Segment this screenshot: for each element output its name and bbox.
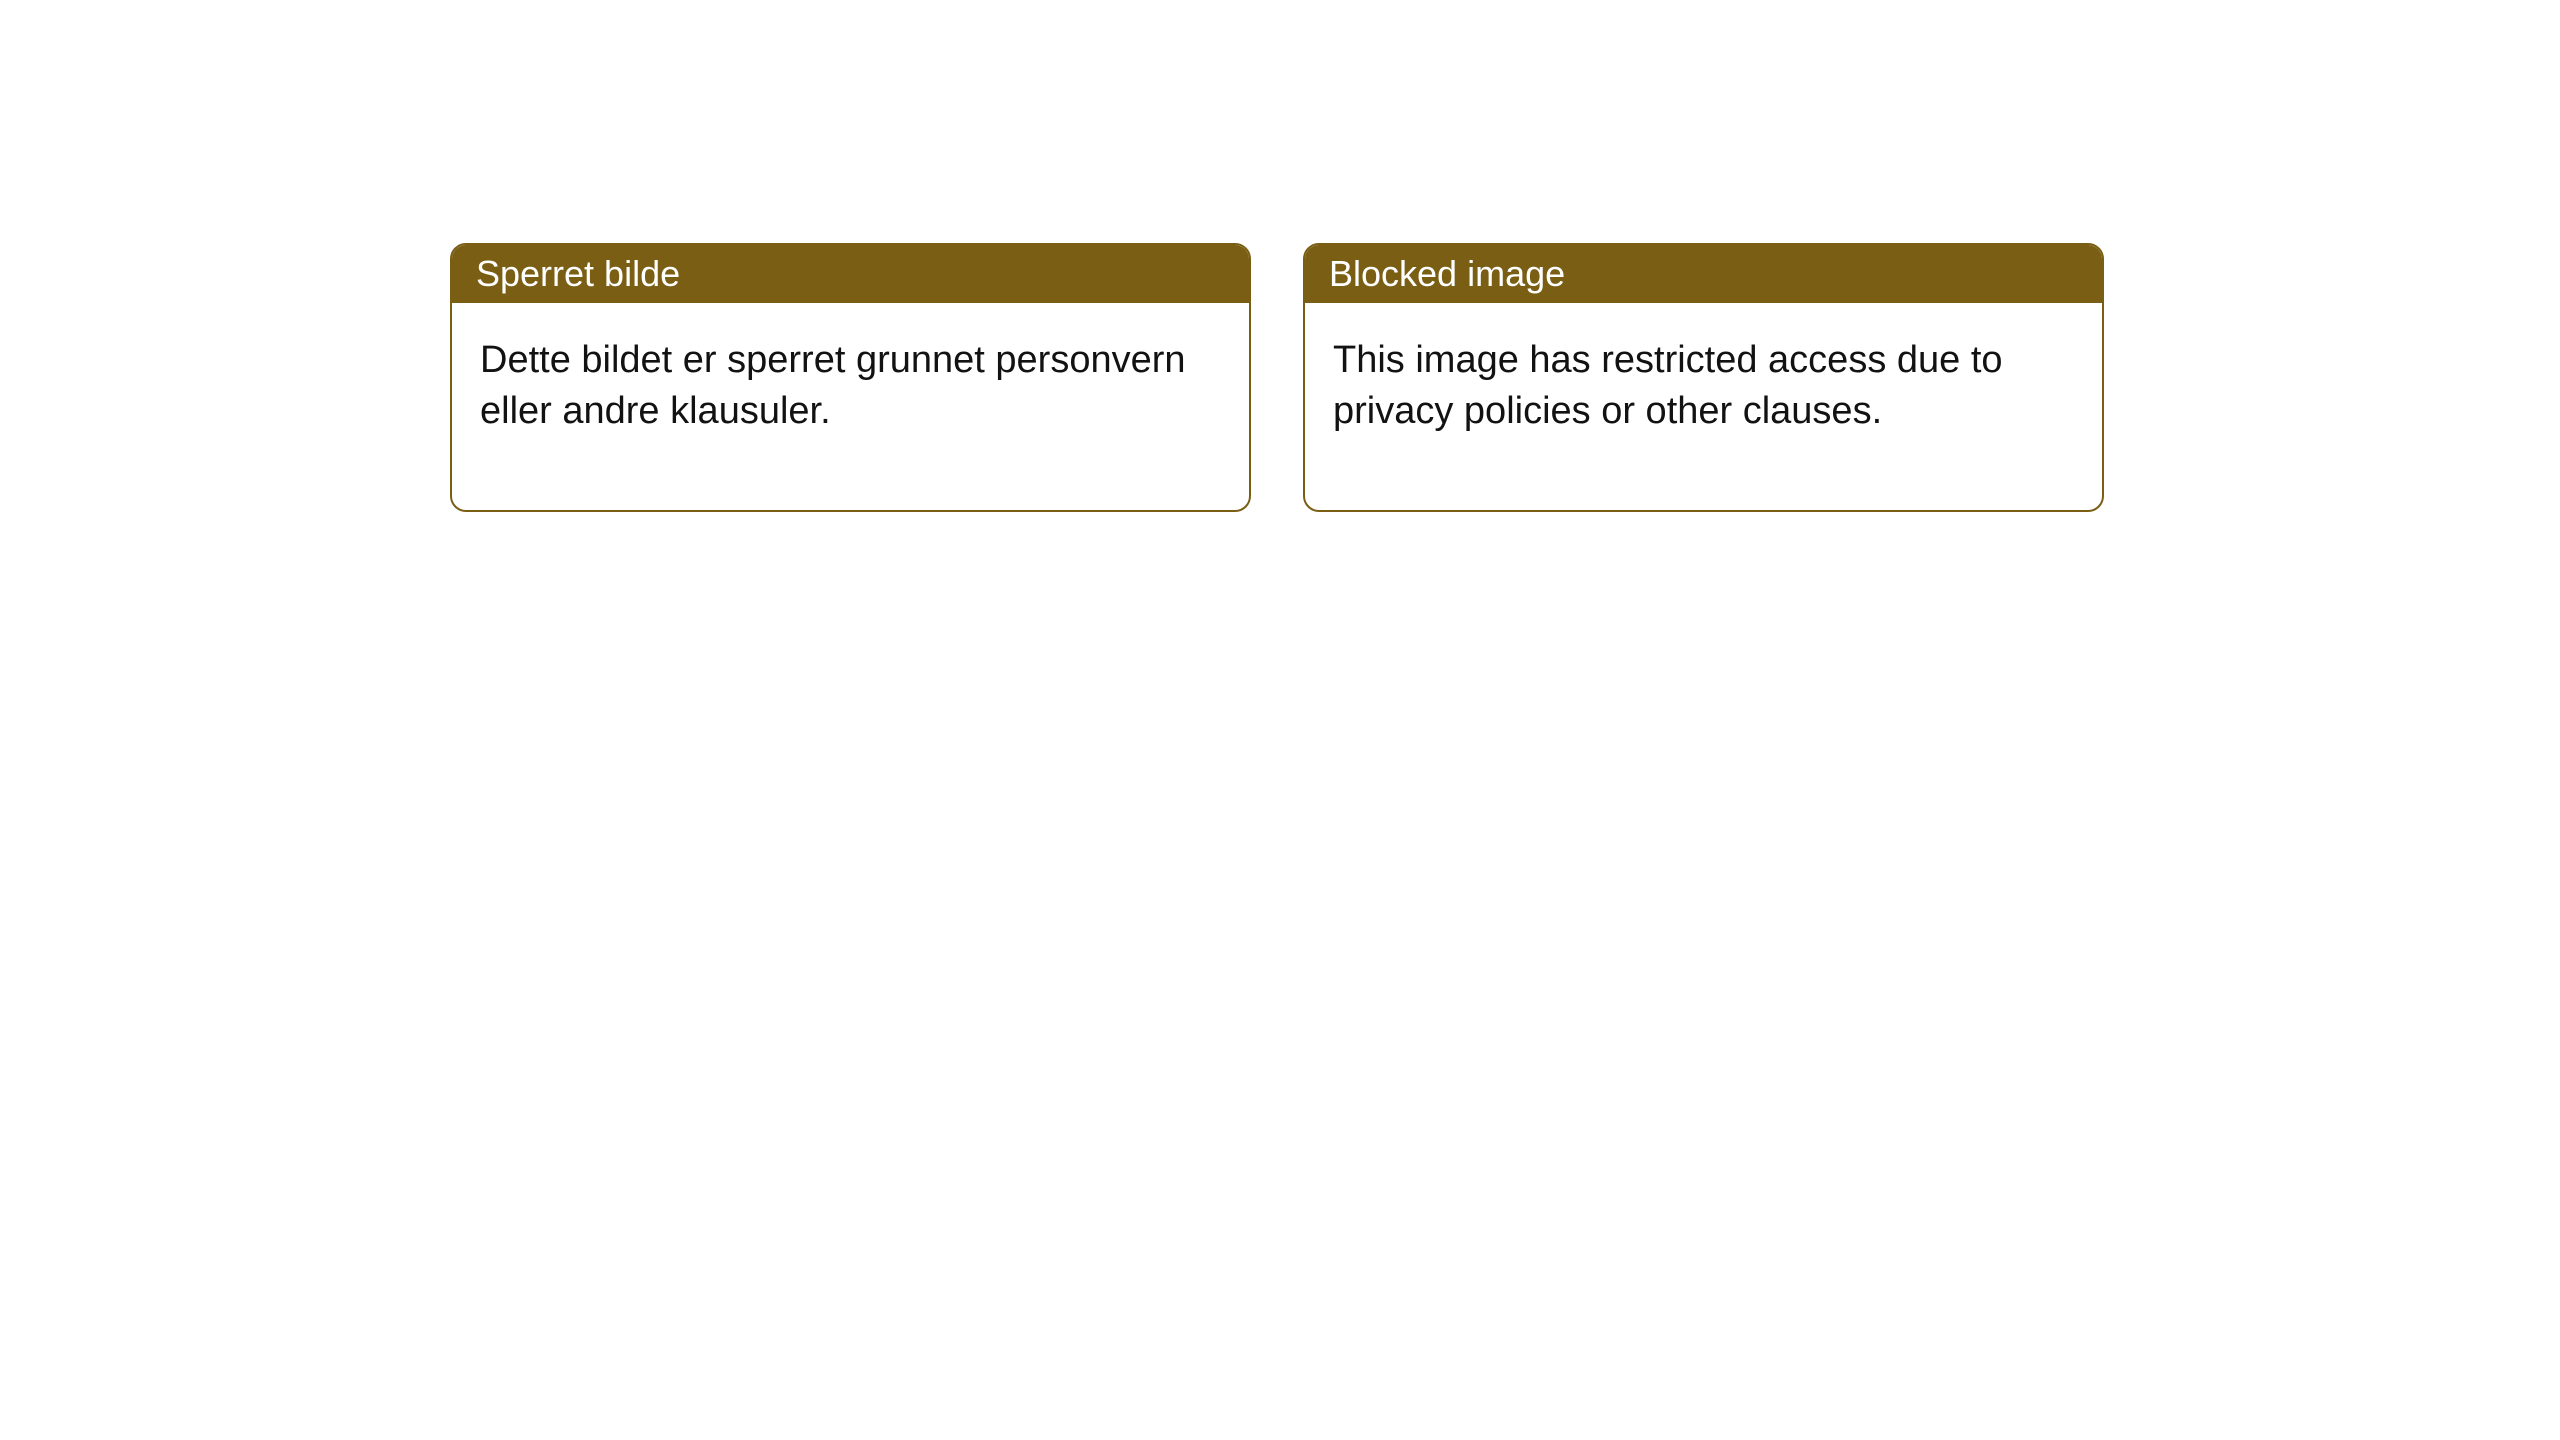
notice-title-norwegian: Sperret bilde: [476, 253, 680, 294]
notice-card-english: Blocked image This image has restricted …: [1303, 243, 2104, 512]
notice-body-norwegian: Dette bildet er sperret grunnet personve…: [452, 303, 1249, 510]
notice-header-norwegian: Sperret bilde: [452, 245, 1249, 303]
notice-text-english: This image has restricted access due to …: [1333, 339, 2003, 432]
notice-card-norwegian: Sperret bilde Dette bildet er sperret gr…: [450, 243, 1251, 512]
notice-header-english: Blocked image: [1305, 245, 2102, 303]
notice-text-norwegian: Dette bildet er sperret grunnet personve…: [480, 339, 1186, 432]
notice-body-english: This image has restricted access due to …: [1305, 303, 2102, 510]
notice-title-english: Blocked image: [1329, 253, 1565, 294]
notice-container: Sperret bilde Dette bildet er sperret gr…: [450, 243, 2104, 512]
